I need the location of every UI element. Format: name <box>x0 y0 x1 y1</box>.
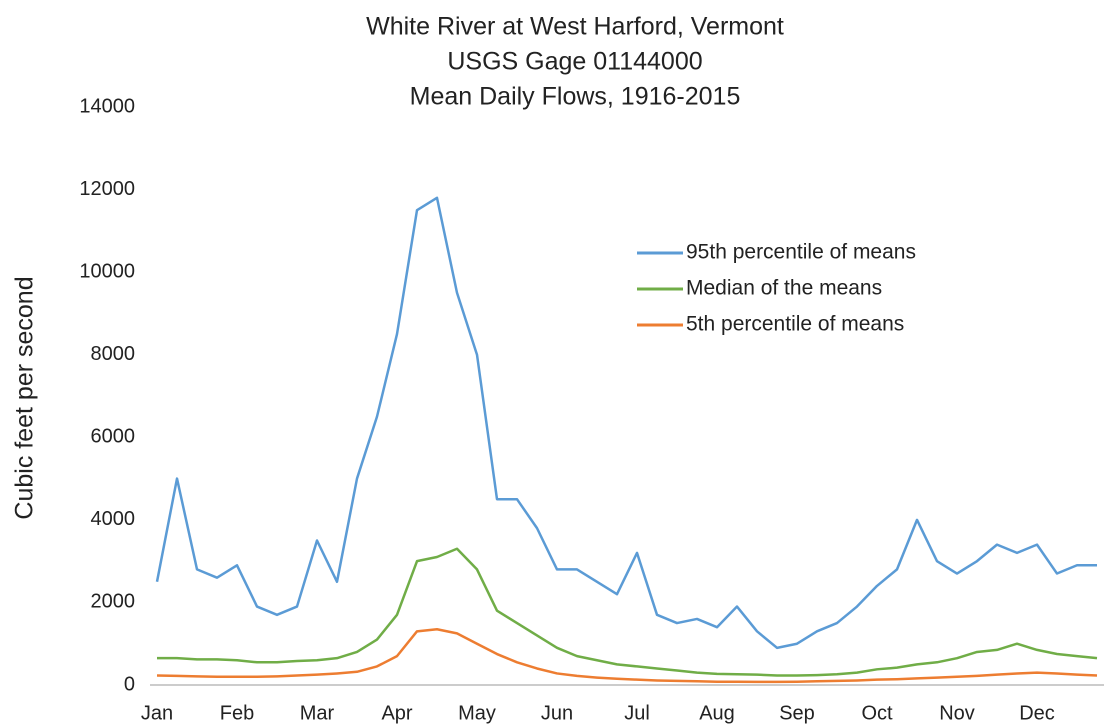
legend-label: Median of the means <box>686 277 882 300</box>
series-line <box>155 196 1097 650</box>
y-tick-label: 8000 <box>91 343 136 365</box>
x-tick-label: Jun <box>541 702 573 724</box>
legend-label: 5th percentile of means <box>686 313 904 336</box>
series-line <box>157 547 1098 677</box>
y-tick-label: 12000 <box>79 178 135 200</box>
y-tick-label: 10000 <box>79 260 135 282</box>
chart-title: Mean Daily Flows, 1916-2015 <box>410 83 741 111</box>
series-line <box>156 628 1098 684</box>
x-tick-label: Dec <box>1019 702 1055 724</box>
x-tick-label: May <box>458 702 496 724</box>
x-tick-label: Mar <box>300 702 335 724</box>
x-tick-label: Apr <box>381 702 412 724</box>
x-tick-label: Sep <box>779 702 815 724</box>
y-tick-label: 2000 <box>91 591 136 613</box>
x-tick-label: Jul <box>624 702 650 724</box>
x-tick-label: Oct <box>861 702 893 724</box>
x-tick-label: Aug <box>699 702 735 724</box>
x-tick-label: Feb <box>220 702 254 724</box>
legend-label: 95th percentile of means <box>686 241 916 264</box>
x-tick-label: Nov <box>939 702 975 724</box>
y-tick-label: 14000 <box>79 95 135 117</box>
y-axis-label: Cubic feet per second <box>11 276 39 519</box>
chart-title: USGS Gage 01144000 <box>447 48 702 76</box>
chart-title: White River at West Harford, Vermont <box>366 13 784 41</box>
y-tick-label: 6000 <box>91 426 136 448</box>
y-tick-label: 4000 <box>91 508 136 530</box>
x-tick-label: Jan <box>141 702 173 724</box>
y-tick-label: 0 <box>124 673 135 695</box>
